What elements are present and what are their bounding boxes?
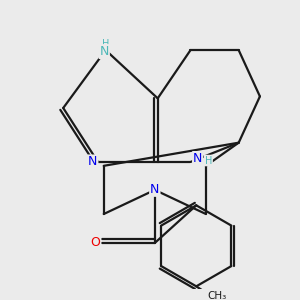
Text: CH₃: CH₃	[208, 292, 227, 300]
Text: N: N	[193, 152, 202, 165]
Text: N: N	[150, 183, 160, 196]
Text: H: H	[205, 155, 212, 166]
Text: H: H	[102, 39, 109, 49]
Text: N: N	[88, 155, 98, 169]
Text: O: O	[91, 236, 100, 249]
Text: N: N	[100, 45, 109, 58]
